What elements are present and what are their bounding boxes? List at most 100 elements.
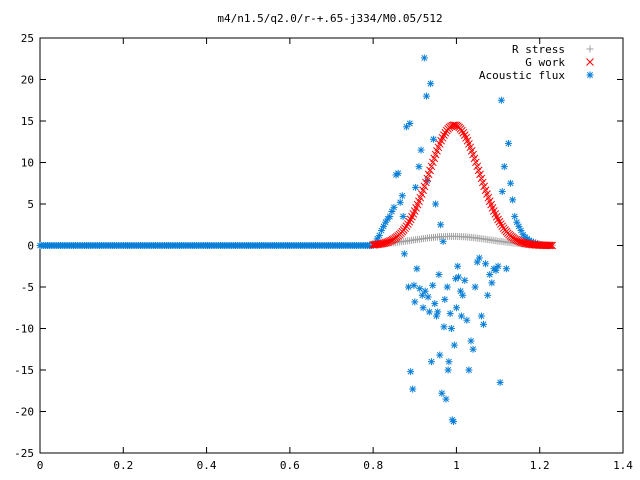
x-tick-label: 1 xyxy=(453,459,460,472)
data-point xyxy=(455,273,463,281)
data-point xyxy=(443,283,451,291)
data-point xyxy=(484,291,492,299)
data-point xyxy=(473,162,482,171)
data-point xyxy=(479,320,487,328)
data-point xyxy=(477,312,485,320)
data-point xyxy=(410,281,418,289)
data-point xyxy=(494,262,502,270)
data-point xyxy=(422,92,430,100)
data-point xyxy=(511,212,519,220)
legend-marker xyxy=(586,45,594,53)
data-point xyxy=(450,417,458,425)
data-point xyxy=(413,265,421,273)
data-point xyxy=(445,358,453,366)
data-point xyxy=(396,198,404,206)
data-point xyxy=(545,241,554,250)
data-point xyxy=(434,308,442,316)
data-point xyxy=(411,298,419,306)
data-point xyxy=(467,337,475,345)
data-point xyxy=(494,215,502,224)
data-point xyxy=(426,166,434,175)
data-point xyxy=(423,174,432,183)
data-point xyxy=(429,281,437,289)
data-point xyxy=(502,265,510,273)
y-tick-label: -25 xyxy=(14,447,34,460)
y-tick-label: 15 xyxy=(21,115,34,128)
data-point xyxy=(475,254,483,262)
data-point xyxy=(437,221,445,229)
data-point xyxy=(459,128,468,137)
data-point xyxy=(446,310,454,318)
data-point xyxy=(432,200,440,208)
y-tick-label: -15 xyxy=(14,364,34,377)
data-point xyxy=(405,283,413,291)
x-tick-label: 1.4 xyxy=(613,459,633,472)
data-point xyxy=(546,241,555,250)
legend-marker xyxy=(586,58,594,66)
plot-marks xyxy=(36,54,557,425)
data-point xyxy=(421,287,429,295)
data-point xyxy=(399,212,407,220)
data-point xyxy=(394,169,402,177)
data-point xyxy=(507,179,515,187)
data-point xyxy=(422,178,430,187)
x-tick-label: 0.2 xyxy=(113,459,133,472)
data-point xyxy=(403,220,412,228)
data-point xyxy=(472,158,480,167)
data-point xyxy=(420,54,428,62)
data-point xyxy=(407,368,415,376)
data-point xyxy=(451,121,459,130)
data-point xyxy=(465,366,473,374)
data-point xyxy=(425,308,433,316)
data-point xyxy=(450,341,458,349)
legend-label: G work xyxy=(525,56,565,69)
x-tick-label: 0.8 xyxy=(363,459,383,472)
data-point xyxy=(459,291,467,299)
data-point xyxy=(424,170,433,179)
y-tick-label: -10 xyxy=(14,323,34,336)
data-point xyxy=(417,146,425,154)
data-point xyxy=(515,237,523,246)
data-point xyxy=(405,217,414,226)
data-point xyxy=(500,163,508,171)
data-point xyxy=(441,128,450,137)
data-point xyxy=(471,283,479,291)
data-point xyxy=(431,300,439,308)
data-point xyxy=(438,389,446,397)
data-point xyxy=(441,295,449,303)
data-point xyxy=(458,126,466,135)
data-point xyxy=(406,119,414,127)
data-point xyxy=(457,312,465,320)
data-point xyxy=(427,80,435,88)
data-point xyxy=(463,316,471,324)
data-point xyxy=(469,345,477,353)
data-point xyxy=(440,323,448,331)
data-point xyxy=(482,260,490,268)
data-point xyxy=(474,166,483,175)
data-point xyxy=(509,196,517,204)
y-tick-label: 10 xyxy=(21,157,34,170)
data-point xyxy=(418,291,426,299)
x-tick-label: 1.2 xyxy=(530,459,550,472)
data-point xyxy=(504,139,512,147)
data-point xyxy=(383,238,391,247)
data-point xyxy=(416,285,424,293)
data-point xyxy=(430,135,438,143)
legend-label: R stress xyxy=(512,43,565,56)
y-tick-label: 0 xyxy=(27,240,34,253)
data-point xyxy=(498,188,506,196)
data-point xyxy=(412,183,420,191)
data-point xyxy=(435,271,443,279)
data-point xyxy=(427,358,435,366)
data-point xyxy=(436,351,444,359)
data-point xyxy=(488,279,496,287)
data-point xyxy=(476,170,484,179)
y-tick-label: 25 xyxy=(21,32,34,45)
legend-marker xyxy=(586,71,594,79)
x-tick-label: 0.4 xyxy=(197,459,217,472)
data-point xyxy=(444,366,452,374)
data-point xyxy=(477,174,486,183)
data-point xyxy=(497,96,505,104)
data-point xyxy=(419,304,427,312)
